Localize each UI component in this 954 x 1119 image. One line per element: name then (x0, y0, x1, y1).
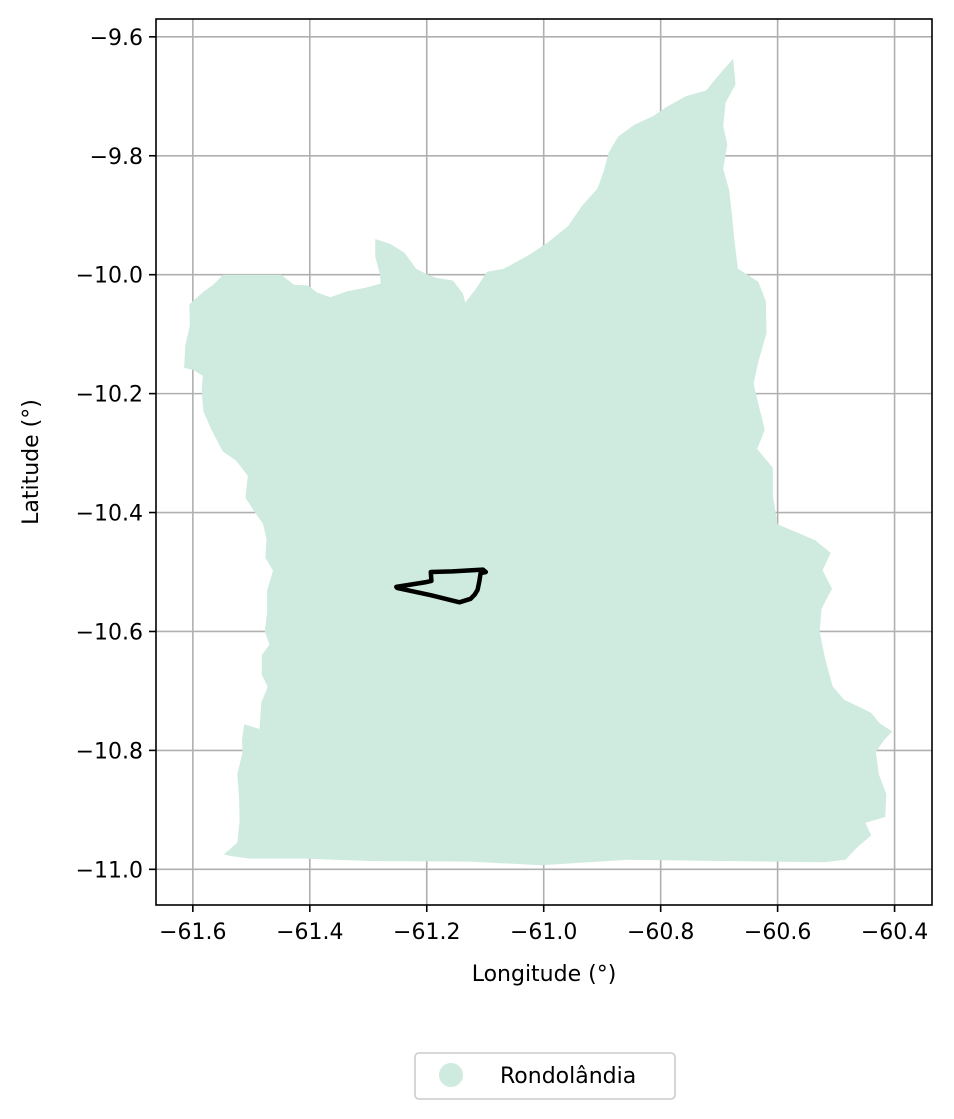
x-tick-label: −61.2 (393, 920, 460, 945)
x-tick-label: −60.4 (861, 920, 928, 945)
y-tick-label: −10.0 (76, 264, 143, 289)
region-rondolandia (184, 58, 893, 866)
y-tick-label: −10.8 (76, 739, 143, 764)
x-tick-label: −61.6 (159, 920, 226, 945)
y-tick-label: −11.0 (76, 858, 143, 883)
legend-label: Rondolândia (500, 1064, 636, 1089)
overlay-outline (394, 567, 489, 605)
legend-frame (414, 1052, 676, 1100)
legend: Rondolândia (414, 1052, 676, 1100)
y-tick-label: −10.6 (76, 620, 143, 645)
y-tick-label: −10.4 (76, 502, 143, 527)
x-tick-label: −60.6 (744, 920, 811, 945)
y-axis-label: Latitude (°) (19, 399, 44, 525)
legend-marker-icon (439, 1063, 463, 1087)
y-axis-ticks: −9.6 −9.8 −10.0 −10.2 −10.4 −10.6 −10.8 −11.0 (76, 26, 156, 883)
x-axis-label: Longitude (°) (472, 962, 617, 987)
y-tick-label: −9.8 (90, 145, 143, 170)
x-tick-label: −61.4 (276, 920, 343, 945)
y-tick-label: −9.6 (90, 26, 143, 51)
y-tick-label: −10.2 (76, 383, 143, 408)
x-tick-label: −61.0 (510, 920, 577, 945)
x-axis-ticks: −61.6 −61.4 −61.2 −61.0 −60.8 −60.6 −60.4 (159, 905, 928, 945)
x-tick-label: −60.8 (627, 920, 694, 945)
